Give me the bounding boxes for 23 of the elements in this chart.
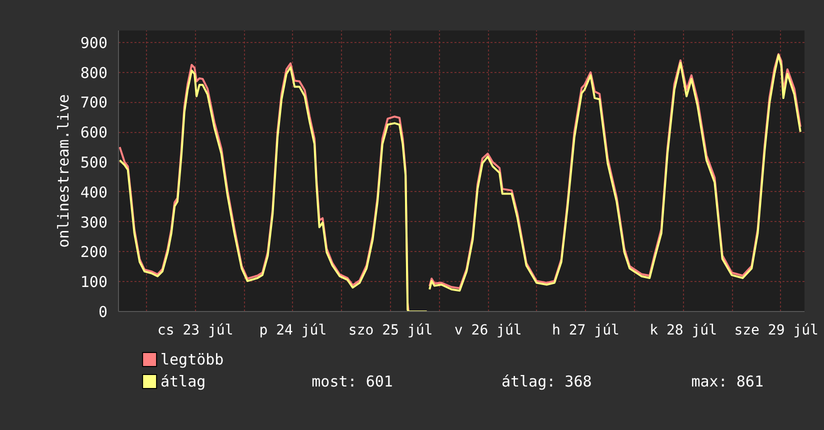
y-tick-label: 500 — [80, 154, 108, 172]
y-tick-label: 100 — [80, 273, 108, 292]
x-tick-label: szo 25 júl — [348, 322, 433, 338]
y-tick-label: 600 — [80, 124, 108, 142]
y-axis-title: onlinestream.live — [54, 94, 72, 248]
x-tick-label: p 24 júl — [259, 322, 327, 338]
y-tick-label: 900 — [80, 34, 108, 52]
x-tick-label: v 26 júl — [454, 322, 522, 338]
legend-label: átlag — [160, 372, 206, 390]
x-tick-label: sze 29 júl — [734, 322, 819, 338]
legend-label: legtöbb — [160, 350, 224, 368]
y-tick-label: 200 — [80, 243, 108, 262]
text: max: 861 — [691, 372, 764, 390]
y-tick-label: 300 — [80, 213, 108, 232]
text: most: 601 — [312, 372, 393, 390]
text: átlag: 368 — [501, 372, 592, 390]
x-tick-label: h 27 júl — [552, 322, 620, 338]
y-tick-label: 800 — [80, 64, 108, 82]
y-tick-label: 700 — [80, 94, 108, 112]
y-tick-label: 400 — [80, 183, 108, 202]
y-tick-label: 0 — [98, 303, 108, 321]
x-tick-label: cs 23 júl — [157, 322, 234, 338]
x-tick-label: k 28 júl — [650, 322, 718, 338]
